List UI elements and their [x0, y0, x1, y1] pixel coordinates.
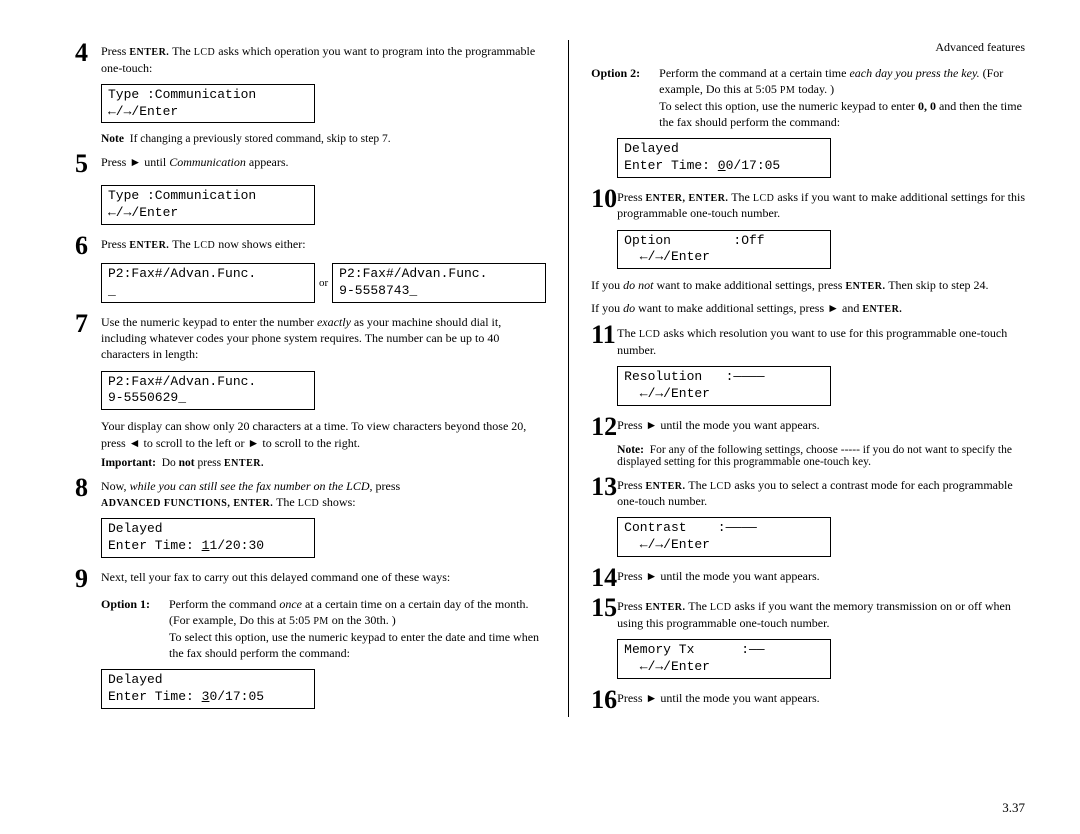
- step-14: 14 Press ► until the mode you want appea…: [591, 565, 1025, 591]
- paragraph: If you do not want to make additional se…: [591, 277, 1025, 294]
- step-13: 13 Press ENTER. The LCD asks you to sele…: [591, 474, 1025, 510]
- lcd-display: Delayed Enter Time: 00/17:05: [617, 138, 831, 178]
- step-number: 10: [591, 186, 617, 212]
- step-text: Press ENTER. The LCD asks you to select …: [617, 474, 1025, 510]
- lcd-display-a: P2:Fax#/Advan.Func. _: [101, 263, 315, 303]
- lcd-display: Delayed Enter Time: 30/17:05: [101, 669, 315, 709]
- step-text: Press ► until Communication appears.: [101, 151, 546, 170]
- lcd-display-b: P2:Fax#/Advan.Func. 9-5558743_: [332, 263, 546, 303]
- lcd-display: Delayed Enter Time: 11/20:30: [101, 518, 315, 558]
- lcd-display: P2:Fax#/Advan.Func. 9-5550629_: [101, 371, 315, 411]
- step-number: 8: [75, 475, 101, 501]
- lcd-display: Type :Communication ←/→/Enter: [101, 84, 315, 124]
- section-header: Advanced features: [591, 40, 1025, 55]
- option-1: Option 1: Perform the command once at a …: [101, 596, 546, 661]
- step-number: 4: [75, 40, 101, 66]
- step-8: 8 Now, while you can still see the fax n…: [75, 475, 546, 511]
- lcd-display: Contrast :———— ←/→/Enter: [617, 517, 831, 557]
- step-number: 7: [75, 311, 101, 337]
- step-number: 15: [591, 595, 617, 621]
- page-number: 3.37: [1002, 800, 1025, 816]
- step-12: 12 Press ► until the mode you want appea…: [591, 414, 1025, 440]
- lcd-display: Option :Off ←/→/Enter: [617, 230, 831, 270]
- step-text: The LCD asks which resolution you want t…: [617, 322, 1025, 358]
- lcd-display: Type :Communication ←/→/Enter: [101, 185, 315, 225]
- paragraph: Your display can show only 20 characters…: [101, 418, 546, 450]
- step-text: Press ENTER. The LCD asks if you want th…: [617, 595, 1025, 631]
- step-number: 5: [75, 151, 101, 177]
- step-number: 16: [591, 687, 617, 713]
- step-text: Press ENTER. The LCD now shows either:: [101, 233, 546, 253]
- lcd-display: Resolution :———— ←/→/Enter: [617, 366, 831, 406]
- step-number: 9: [75, 566, 101, 592]
- lcd-row: P2:Fax#/Advan.Func. _ or P2:Fax#/Advan.F…: [101, 263, 546, 303]
- step-11: 11 The LCD asks which resolution you wan…: [591, 322, 1025, 358]
- left-column: 4 Press ENTER. The LCD asks which operat…: [75, 40, 568, 717]
- important-note: Important: Do not press ENTER.: [101, 457, 546, 469]
- or-text: or: [319, 277, 328, 289]
- step-number: 13: [591, 474, 617, 500]
- step-number: 14: [591, 565, 617, 591]
- option-label: Option 1:: [101, 596, 169, 661]
- step-text: Press ► until the mode you want appears.: [617, 687, 1025, 706]
- note: Note If changing a previously stored com…: [101, 133, 546, 145]
- step-text: Next, tell your fax to carry out this de…: [101, 566, 546, 585]
- step-6: 6 Press ENTER. The LCD now shows either:: [75, 233, 546, 259]
- step-text: Now, while you can still see the fax num…: [101, 475, 546, 511]
- option-text: Perform the command once at a certain ti…: [169, 596, 546, 661]
- step-5: 5 Press ► until Communication appears.: [75, 151, 546, 177]
- step-7: 7 Use the numeric keypad to enter the nu…: [75, 311, 546, 363]
- step-number: 12: [591, 414, 617, 440]
- step-text: Press ► until the mode you want appears.: [617, 565, 1025, 584]
- paragraph: If you do want to make additional settin…: [591, 300, 1025, 317]
- note: Note: For any of the following settings,…: [617, 444, 1025, 468]
- right-column: Advanced features Option 2: Perform the …: [568, 40, 1025, 717]
- step-text: Use the numeric keypad to enter the numb…: [101, 311, 546, 363]
- lcd-display: Memory Tx :—— ←/→/Enter: [617, 639, 831, 679]
- step-9: 9 Next, tell your fax to carry out this …: [75, 566, 546, 592]
- step-15: 15 Press ENTER. The LCD asks if you want…: [591, 595, 1025, 631]
- option-label: Option 2:: [591, 65, 659, 130]
- step-text: Press ENTER, ENTER. The LCD asks if you …: [617, 186, 1025, 222]
- step-10: 10 Press ENTER, ENTER. The LCD asks if y…: [591, 186, 1025, 222]
- step-text: Press ► until the mode you want appears.: [617, 414, 1025, 433]
- step-number: 6: [75, 233, 101, 259]
- option-text: Perform the command at a certain time ea…: [659, 65, 1025, 130]
- step-4: 4 Press ENTER. The LCD asks which operat…: [75, 40, 546, 76]
- step-number: 11: [591, 322, 617, 348]
- option-2: Option 2: Perform the command at a certa…: [591, 65, 1025, 130]
- step-text: Press ENTER. The LCD asks which operatio…: [101, 40, 546, 76]
- step-16: 16 Press ► until the mode you want appea…: [591, 687, 1025, 713]
